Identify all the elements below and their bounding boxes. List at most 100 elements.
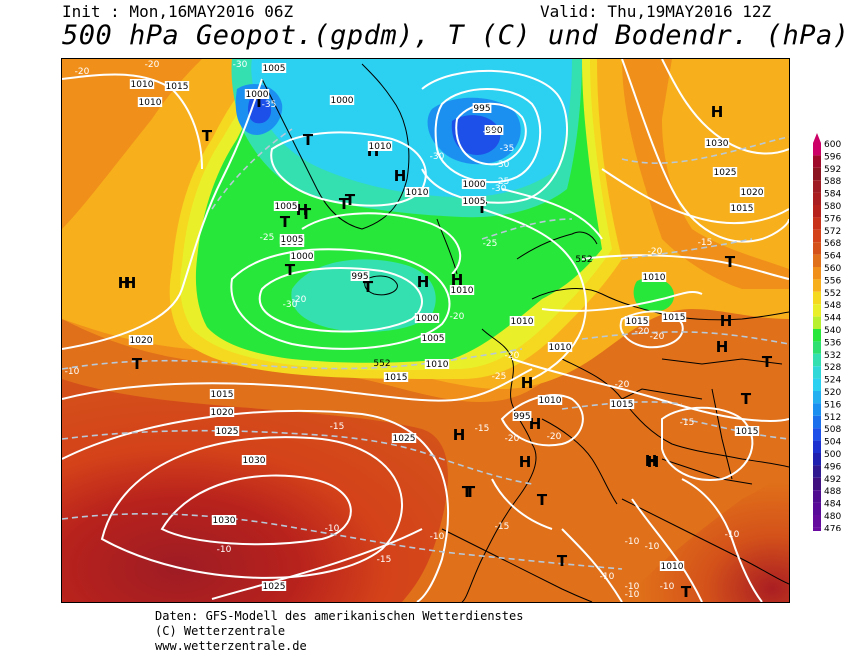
isotherm-label: -10: [217, 545, 232, 555]
isobar-label-bg: [129, 79, 155, 89]
scale-swatch: [813, 180, 821, 193]
scale-swatch: [813, 353, 821, 367]
isotherm-label: -20: [650, 332, 665, 342]
isobar-label: 1030: [706, 139, 729, 149]
scale-swatch: [813, 329, 821, 342]
isobar-label-bg: [273, 201, 299, 211]
low-pressure-marker: T: [681, 583, 692, 601]
isobar-label-bg: [137, 97, 163, 107]
isobar-label: 1015: [731, 204, 754, 214]
scale-label: 592: [824, 165, 841, 175]
color-scale-legend: 600 596 592 588 584 580 576 572 568 564 560 556 552 5…: [810, 131, 850, 550]
scale-swatch: [813, 440, 821, 453]
high-pressure-marker: H: [529, 415, 542, 433]
isotherm-label: -15: [475, 424, 490, 434]
isobar-label: 1030: [213, 516, 236, 526]
scale-swatch: [813, 341, 821, 354]
high-pressure-marker: H: [647, 453, 660, 471]
isobar-label: 1025: [216, 427, 239, 437]
isobar-label-bg: [659, 561, 685, 571]
low-pressure-marker: T: [762, 353, 773, 371]
isotherm-label: -30: [430, 152, 445, 162]
scale-swatch: [813, 403, 821, 416]
low-pressure-marker: T: [363, 278, 374, 296]
isobar-label-bg: [734, 426, 760, 436]
isobar-label: 1010: [643, 273, 666, 283]
scale-label: 480: [824, 512, 841, 522]
scale-label: 572: [824, 227, 841, 237]
isobar-label-bg: [729, 203, 755, 213]
isobar-label-bg: [739, 187, 765, 197]
low-pressure-marker: T: [301, 205, 312, 223]
height-label: 552: [373, 359, 390, 369]
scale-label: 524: [824, 376, 841, 386]
isobar-label-bg: [712, 167, 738, 177]
isobar-label: 1020: [741, 188, 764, 198]
isobar-label-bg: [414, 313, 440, 323]
scale-swatch: [813, 304, 821, 317]
scale-swatch: [813, 428, 821, 441]
isotherm-label: -25: [483, 239, 498, 249]
isotherm-label: -10: [625, 582, 640, 592]
scale-label: 584: [824, 190, 841, 200]
low-pressure-marker: T: [477, 199, 488, 217]
low-pressure-marker: T: [462, 483, 473, 501]
low-pressure-marker: T: [202, 127, 213, 145]
isotherm-label: -30: [283, 300, 298, 310]
color-scale-bars: 600 596 592 588 584 580 576 572 568 564 560 556 552 5…: [813, 133, 841, 550]
scale-swatch: [813, 316, 821, 329]
isobar-label: 1005: [275, 202, 298, 212]
scale-label: 576: [824, 214, 841, 224]
high-pressure-marker: H: [124, 274, 137, 292]
isotherm-label: -20: [547, 432, 562, 442]
scale-label: 596: [824, 152, 841, 162]
high-pressure-marker: H: [394, 167, 407, 185]
isobar-label: 1010: [131, 80, 154, 90]
isobar-label-bg: [404, 187, 430, 197]
scale-swatch: [813, 453, 821, 466]
isotherm-label: -10: [645, 542, 660, 552]
scale-label: 556: [824, 276, 841, 286]
scale-swatch: [813, 465, 821, 478]
scale-swatch: [813, 143, 821, 156]
isotherm-label: -10: [625, 590, 640, 600]
isobar-label: 995: [351, 272, 368, 282]
height-labels: 552 552: [373, 255, 592, 369]
isotherm-label: -35: [262, 100, 277, 110]
isobar-labels: 1005 1010 1015 1010 1000 1000 995 990 1010 1010 10…: [128, 63, 765, 592]
isobar-label-bg: [209, 389, 235, 399]
isotherm-label: -20: [615, 380, 630, 390]
isotherm-label: -20: [450, 312, 465, 322]
isotherm-label: -10: [430, 532, 445, 542]
footer-data-source: Daten: GFS-Modell des amerikanischen Wet…: [155, 609, 524, 623]
isotherm-label: -30: [233, 60, 248, 70]
isobar-label-bg: [547, 342, 573, 352]
low-pressure-marker: T: [741, 390, 752, 408]
scale-swatch: [813, 490, 821, 503]
isobar-label-bg: [279, 234, 305, 244]
isotherm-label: -20: [505, 434, 520, 444]
isobar-label: 1010: [549, 343, 572, 353]
chart-title: 500 hPa Geopot.(gpdm), T (C) und Bodendr…: [62, 20, 850, 51]
isotherm-label: -25: [492, 372, 507, 382]
init-time: Init : Mon,16MAY2016 06Z: [62, 2, 294, 21]
scale-label: 548: [824, 301, 841, 311]
scale-label: 544: [824, 314, 841, 324]
isobar-label: 990: [485, 126, 502, 136]
isobar-label: 1025: [714, 168, 737, 178]
high-pressure-marker: H: [645, 452, 658, 470]
isobar-label-bg: [484, 125, 504, 135]
isotherm-label: -10: [725, 530, 740, 540]
low-pressure-marker: T: [725, 253, 736, 271]
isobar-label: 1005: [263, 64, 286, 74]
band-576: [62, 379, 448, 602]
scale-swatch: [813, 242, 821, 255]
isobar-label-bg: [509, 316, 535, 326]
low-pressure-marker: T: [557, 552, 568, 570]
low-pressure-marker: T: [465, 483, 476, 501]
scale-swatch: [813, 192, 821, 205]
isobar-label: 1010: [406, 188, 429, 198]
scale-swatch: [813, 502, 821, 515]
isobar-label: 1005: [281, 235, 304, 245]
isobar-label: 1000: [331, 96, 354, 106]
